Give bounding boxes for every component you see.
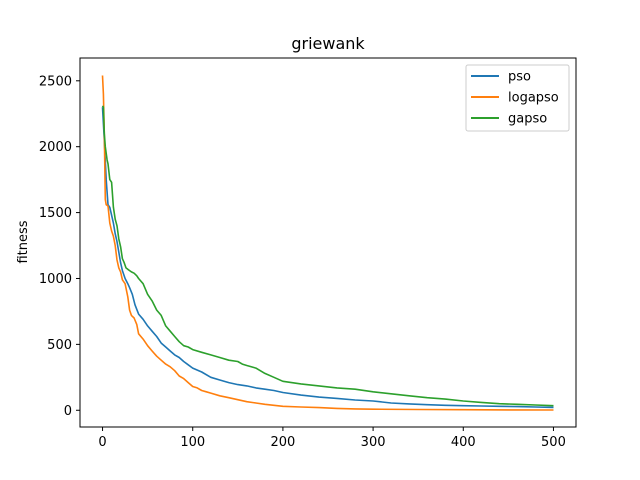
y-tick-label: 1000 xyxy=(39,272,72,287)
chart-title: griewank xyxy=(291,34,365,53)
x-tick-label: 100 xyxy=(180,435,205,450)
legend-label-pso: pso xyxy=(508,70,531,85)
series-line-gapso xyxy=(101,105,554,407)
y-tick-label: 500 xyxy=(47,338,72,353)
series-layer xyxy=(101,75,554,411)
legend-label-logapso: logapso xyxy=(508,91,559,106)
legend: pso logapso gapso xyxy=(465,64,570,132)
y-tick-label: 0 xyxy=(64,404,72,419)
x-tick-label: 300 xyxy=(361,435,386,450)
series-line-pso xyxy=(101,107,554,409)
plot-frame xyxy=(79,57,577,428)
y-tick-label: 2500 xyxy=(39,74,72,89)
x-tick-label: 0 xyxy=(98,435,106,450)
x-tick-label: 200 xyxy=(270,435,295,450)
legend-label-gapso: gapso xyxy=(508,112,547,127)
y-tick-label: 1500 xyxy=(39,206,72,221)
legend-box xyxy=(465,64,570,132)
y-tick-label: 2000 xyxy=(39,140,72,155)
x-tick-label: 400 xyxy=(451,435,476,450)
series-line-logapso xyxy=(101,75,554,411)
y-axis: 0 500 1000 1500 2000 2500 xyxy=(39,74,80,419)
y-axis-label: fitness xyxy=(16,220,31,263)
x-tick-label: 500 xyxy=(541,435,566,450)
x-axis: 0 100 200 300 400 500 xyxy=(98,427,566,450)
